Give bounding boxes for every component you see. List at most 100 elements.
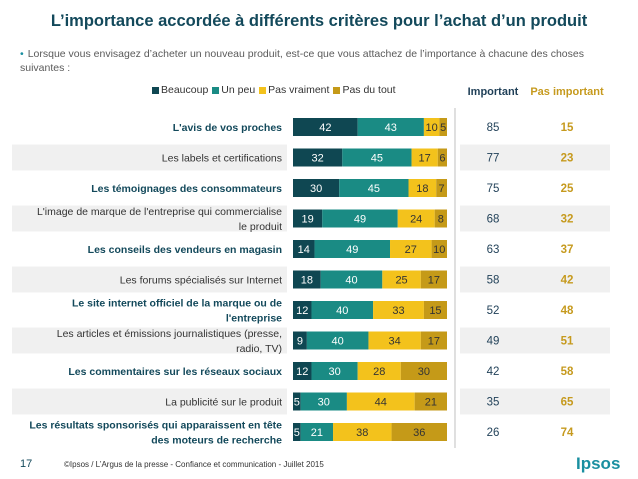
bar-segment-pas-vraiment (397, 209, 435, 228)
category-label: L'avis de vos proches (173, 122, 282, 134)
pas-important-value: 15 (561, 122, 574, 134)
bar-segment-un-peu (314, 240, 391, 258)
bar-segment-beaucoup (293, 270, 321, 289)
category-label: Les témoignages des consommateurs (91, 183, 282, 195)
bar-segment-un-peu (320, 270, 383, 289)
bar-value-label: 44 (375, 397, 387, 409)
bar-value-label: 43 (385, 122, 397, 134)
bar-segment-pas-vraiment (411, 148, 438, 167)
row-band-label (12, 327, 287, 354)
bar-segment-beaucoup (293, 240, 315, 258)
bar-value-label: 12 (296, 366, 308, 378)
bar-segment-un-peu (311, 362, 358, 380)
bar-segment-pas-du-tout (431, 240, 447, 258)
important-value: 85 (487, 122, 500, 134)
category-label: l'entreprise (226, 313, 282, 325)
bar-value-label: 40 (332, 336, 344, 348)
bar-value-label: 25 (395, 275, 407, 287)
legend-label: Pas du tout (342, 84, 396, 96)
column-header-important: Important (467, 86, 519, 98)
bar-value-label: 5 (440, 122, 446, 134)
bullet-icon: • (20, 48, 24, 60)
bar-segment-beaucoup (293, 179, 340, 197)
bar-segment-un-peu (306, 331, 369, 350)
bar-value-label: 6 (439, 153, 445, 165)
subtitle-text: Lorsque vous envisagez d’acheter un nouv… (20, 48, 584, 74)
category-label: L'image de marque de l'entreprise qui co… (37, 206, 282, 218)
bar-value-label: 19 (302, 214, 314, 226)
row-band-label (12, 144, 287, 171)
legend-swatch (152, 86, 159, 94)
important-value: 75 (487, 183, 500, 195)
category-label: Les résultats sponsorisés qui apparaisse… (29, 420, 282, 432)
pas-important-value: 32 (561, 214, 574, 226)
category-label: Les labels et certifications (162, 153, 282, 165)
bar-value-label: 5 (294, 427, 300, 439)
bar-segment-pas-vraiment (382, 270, 421, 289)
pas-important-value: 51 (561, 336, 574, 348)
category-label: Le site internet officiel de la marque o… (72, 298, 282, 310)
important-value: 26 (487, 427, 500, 439)
bar-value-label: 49 (354, 214, 366, 226)
bar-segment-pas-du-tout (420, 270, 447, 289)
important-value: 77 (487, 153, 500, 165)
bar-segment-pas-vraiment (373, 301, 424, 319)
legend-swatch (333, 86, 341, 94)
legend-item-pas-du-tout: Pas du tout (333, 84, 396, 96)
bar-value-label: 34 (389, 336, 401, 348)
bar-segment-pas-du-tout (434, 209, 447, 228)
bar-value-label: 17 (419, 153, 431, 165)
important-value: 42 (487, 366, 500, 378)
bar-segment-pas-du-tout (437, 148, 447, 167)
bar-value-label: 8 (438, 214, 444, 226)
bar-segment-beaucoup (293, 301, 312, 319)
bar-value-label: 40 (345, 275, 357, 287)
important-value: 68 (487, 214, 500, 226)
row-band-values (460, 144, 610, 171)
bar-segment-un-peu (357, 118, 424, 136)
bar-value-label: 7 (439, 183, 445, 195)
legend-label: Beaucoup (161, 84, 209, 96)
bar-value-label: 15 (429, 305, 441, 317)
pas-important-value: 48 (561, 305, 574, 317)
bar-value-label: 17 (428, 275, 440, 287)
category-label: Les commentaires sur les réseaux sociaux (68, 366, 282, 378)
bar-segment-beaucoup (293, 362, 312, 380)
bar-value-label: 24 (410, 214, 422, 226)
bar-segment-un-peu (322, 209, 398, 228)
bar-value-label: 21 (425, 397, 437, 409)
bar-value-label: 5 (294, 397, 300, 409)
legend-item-un-peu: Un peu (212, 84, 255, 96)
bar-value-label: 12 (296, 305, 308, 317)
row-band-values (460, 388, 610, 415)
bar-value-label: 28 (373, 366, 385, 378)
category-label: Les conseils des vendeurs en magasin (88, 244, 282, 256)
bar-segment-pas-vraiment (390, 240, 432, 258)
row-band-values (460, 327, 610, 354)
important-value: 58 (487, 275, 500, 287)
bar-value-label: 49 (346, 244, 358, 256)
bar-segment-pas-vraiment (368, 331, 421, 350)
row-band-label (12, 388, 287, 415)
bar-segment-un-peu (311, 301, 374, 319)
bar-segment-beaucoup (293, 331, 307, 350)
bar-value-label: 40 (336, 305, 348, 317)
legend-label: Pas vraiment (268, 84, 330, 96)
bar-value-label: 45 (371, 153, 383, 165)
bar-segment-pas-du-tout (391, 423, 447, 441)
chart-subtitle: • Lorsque vous envisagez d’acheter un nou… (20, 47, 620, 75)
bar-value-label: 38 (356, 427, 368, 439)
bar-segment-pas-vraiment (408, 179, 437, 197)
bar-segment-pas-du-tout (400, 362, 447, 380)
bar-segment-pas-vraiment (423, 118, 440, 136)
category-label: La publicité sur le produit (165, 397, 282, 409)
bar-value-label: 14 (298, 244, 310, 256)
legend: Beaucoup Un peu Pas vraiment Pas du tout (152, 84, 400, 96)
bar-segment-pas-du-tout (436, 179, 447, 197)
legend-swatch (212, 86, 220, 94)
category-label: des moteurs de recherche (151, 435, 282, 447)
bar-segment-pas-vraiment (346, 392, 415, 411)
bar-segment-un-peu (339, 179, 409, 197)
bar-value-label: 10 (433, 244, 445, 256)
